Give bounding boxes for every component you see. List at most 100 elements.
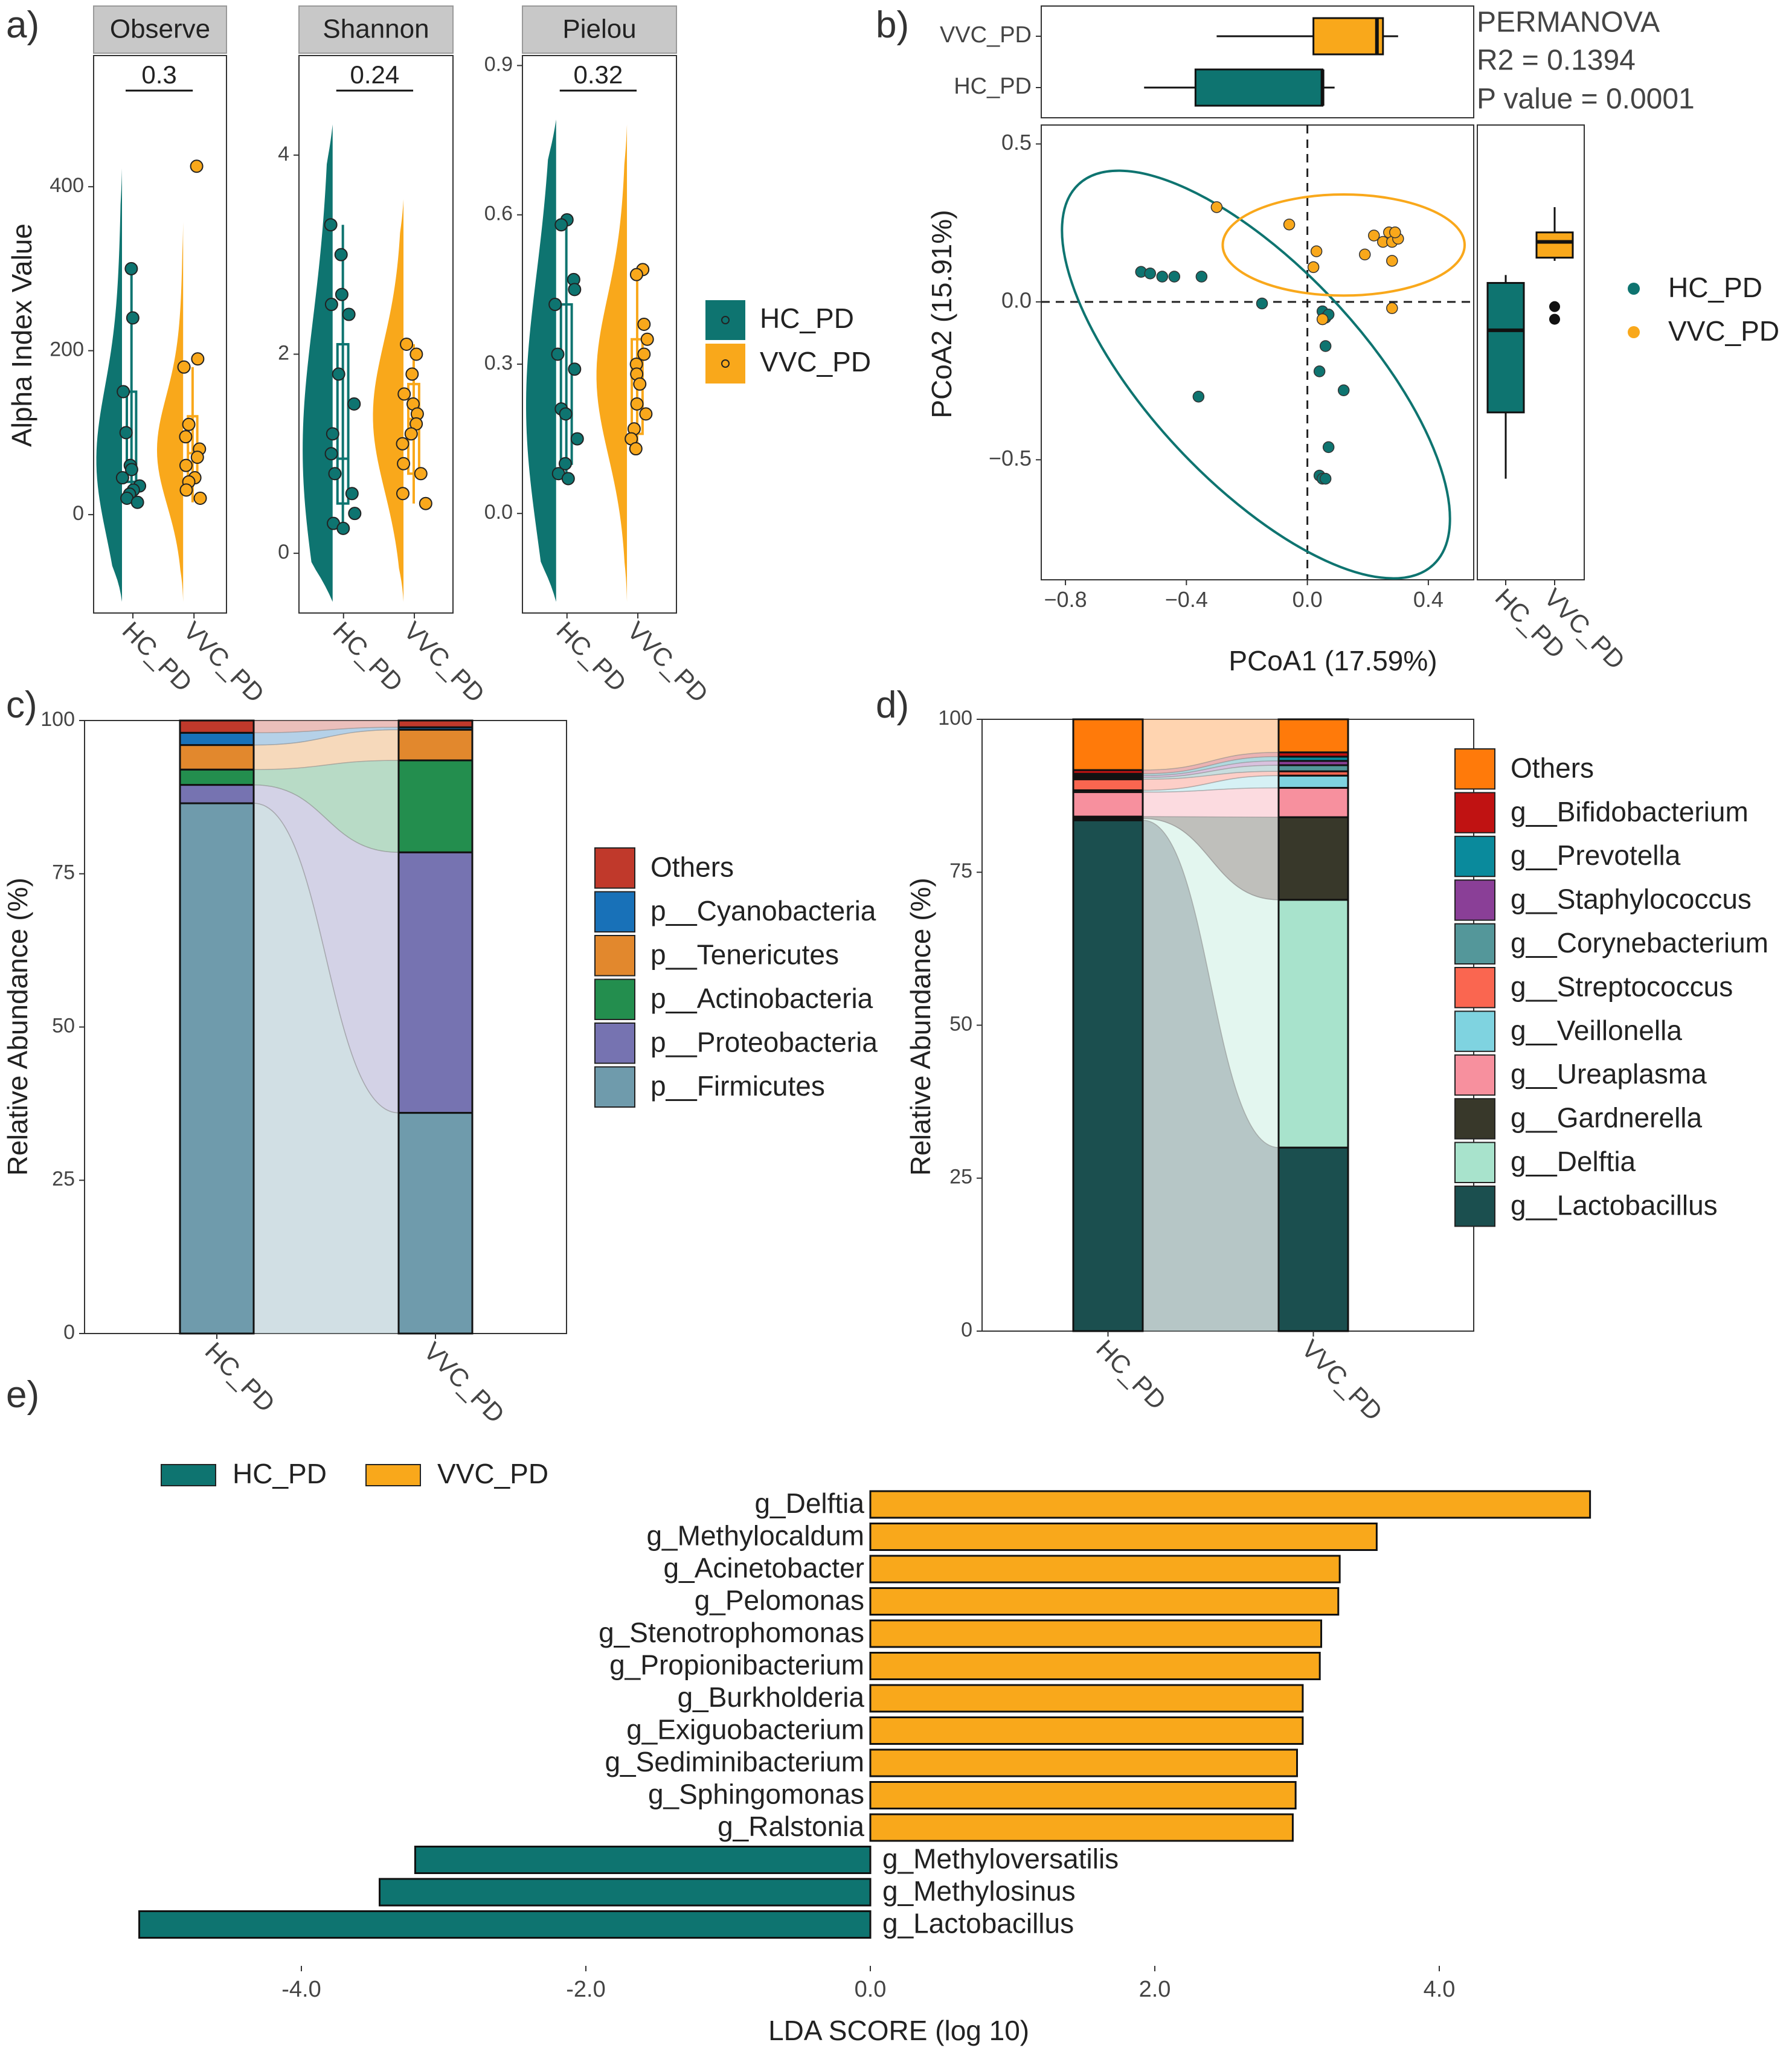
- x-tick-label: -4.0: [281, 1977, 321, 2002]
- y-tick-label: −0.5: [989, 446, 1032, 470]
- scatter-point-vvc_pd: [1307, 261, 1320, 274]
- x-tick-label: VVC_PD: [419, 1337, 510, 1428]
- data-point-hc_pd: [348, 507, 362, 521]
- legend-label: g__Prevotella: [1511, 839, 1681, 871]
- x-tick-label: HC_PD: [200, 1337, 281, 1417]
- data-point-vvc_pd: [629, 268, 643, 281]
- box-hc_pd: [336, 342, 350, 505]
- panel-c-phylum-abundance: HC_PD VVC_PD 0 25 50 75 100 Others p__Cyanobacte…: [2, 708, 878, 1428]
- data-point-hc_pd: [336, 521, 350, 535]
- bar-segment-g__corynebacterium: [1277, 764, 1349, 772]
- lda-bar-label: g_Methyloversatilis: [882, 1843, 1119, 1875]
- bar-segment-others: [179, 719, 255, 734]
- x-tick-label: VVC_PD: [399, 616, 490, 708]
- data-point-hc_pd: [334, 248, 348, 262]
- data-point-hc_pd: [119, 426, 133, 440]
- legend-label: Others: [650, 851, 734, 882]
- x-tick-label: HC_PD: [327, 616, 408, 697]
- lda-bar-label: g_Methylosinus: [882, 1875, 1076, 1907]
- legend-label: HC_PD: [233, 1458, 327, 1489]
- scatter-point-vvc_pd: [1386, 255, 1398, 267]
- data-point-vvc_pd: [419, 496, 432, 510]
- x-tick-label: 4.0: [1424, 1977, 1456, 2002]
- bar-segment-p__tenericutes: [179, 744, 255, 771]
- legend-swatch: [594, 978, 635, 1020]
- data-point-vvc_pd: [190, 451, 204, 464]
- legend-swatch: [594, 935, 635, 977]
- legend-label: g__Gardnerella: [1511, 1102, 1703, 1134]
- scatter-point-hc_pd: [1319, 340, 1332, 352]
- x-tick-label: 0.0: [1293, 587, 1323, 612]
- data-point-hc_pd: [124, 463, 138, 477]
- marginal-box-x-vvc_pd: [1312, 17, 1384, 56]
- violin-hc_pd: [96, 168, 122, 602]
- data-point-vvc_pd: [639, 407, 653, 421]
- data-point-hc_pd: [558, 457, 572, 470]
- panel-label-c: c): [6, 684, 37, 726]
- data-point-hc_pd: [551, 347, 565, 361]
- y-tick-label: 400: [50, 174, 84, 197]
- data-point-hc_pd: [561, 472, 575, 486]
- x-tick-label: HC_PD: [1091, 1334, 1172, 1415]
- data-point-hc_pd: [326, 427, 339, 441]
- lda-bar-label: g_Ralstonia: [718, 1811, 864, 1842]
- legend-label: Others: [1511, 752, 1594, 783]
- panel-d-genus-abundance: HC_PD VVC_PD 0 25 50 75 100 Others g__Bifidobact…: [905, 707, 1768, 1426]
- x-tick-label: VVC_PD: [622, 616, 714, 708]
- lda-bar-label: g_Stenotrophomonas: [599, 1617, 864, 1648]
- legend: Others g__Bifidobacterium g__Prevotella g__…: [1454, 748, 1768, 1227]
- y-tick-label: 25: [949, 1166, 972, 1189]
- lda-bar-label: g_Propionibacterium: [609, 1649, 864, 1681]
- data-point-vvc_pd: [404, 427, 418, 441]
- legend-label: p__Actinobacteria: [650, 983, 873, 1014]
- scatter-point-vvc_pd: [1210, 201, 1223, 213]
- lda-bar-label: g_Sphingomonas: [648, 1779, 864, 1810]
- y-axis-title: Relative Abundance (%): [2, 878, 33, 1176]
- legend-label: VVC_PD: [437, 1458, 548, 1489]
- data-point-hc_pd: [130, 495, 144, 509]
- legend-label: g__Veillonella: [1511, 1015, 1682, 1046]
- lda-bar-label: g_Sediminibacterium: [605, 1746, 864, 1777]
- scatter-point-vvc_pd: [1310, 245, 1323, 257]
- legend-swatch: [161, 1464, 216, 1486]
- lda-bar-g_exiguobacterium: [869, 1716, 1304, 1745]
- x-tick-label: −0.8: [1044, 587, 1087, 612]
- y-tick-label: 200: [50, 338, 84, 361]
- lda-bar-label: g_Exiguobacterium: [626, 1714, 864, 1745]
- data-point-hc_pd: [117, 385, 130, 399]
- x-tick-label: 0.0: [855, 1977, 887, 2002]
- y-tick-label: 0.0: [484, 501, 513, 524]
- y-tick-label: 0.3: [484, 351, 513, 374]
- y-tick-label: 0.9: [484, 53, 513, 75]
- y-tick-label: 100: [938, 707, 972, 730]
- legend-label: g__Delftia: [1511, 1146, 1636, 1177]
- panel-label-a: a): [6, 4, 39, 46]
- y-tick-label: 0.0: [1001, 287, 1032, 312]
- scatter-point-vvc_pd: [1358, 248, 1371, 261]
- data-point-hc_pd: [328, 467, 342, 481]
- legend-swatch: [1454, 967, 1495, 1009]
- p-value-label: 0.32: [574, 60, 623, 89]
- legend-swatch: [705, 300, 745, 340]
- lda-bar-g_sediminibacterium: [869, 1748, 1298, 1777]
- legend-swatch: [594, 891, 635, 933]
- bar-segment-g__gardnerella: [1277, 816, 1349, 901]
- bar-segment-others: [397, 719, 474, 728]
- y-tick-label: 50: [949, 1012, 972, 1035]
- scatter-point-hc_pd: [1192, 390, 1205, 403]
- lda-bar-g_stenotrophomonas: [869, 1619, 1323, 1648]
- legend-swatch: [1454, 748, 1495, 790]
- y-axis-title: Relative Abundance (%): [905, 878, 936, 1176]
- bar-segment-g__ureaplasma: [1277, 786, 1349, 818]
- x-tick-label: VVC_PD: [1296, 1334, 1388, 1426]
- lda-bar-g_sphingomonas: [869, 1781, 1297, 1809]
- scatter-point-vvc_pd: [1368, 230, 1380, 242]
- scatter-point-hc_pd: [1195, 271, 1208, 283]
- lda-bar-label: g_Burkholderia: [678, 1681, 865, 1713]
- data-point-hc_pd: [115, 471, 129, 485]
- scatter-point-hc_pd: [1322, 441, 1335, 454]
- legend-swatch: [1454, 792, 1495, 833]
- data-point-vvc_pd: [182, 417, 196, 431]
- lda-bar-g_ralstonia: [869, 1813, 1294, 1842]
- y-axis-title: Alpha Index Value: [6, 223, 37, 447]
